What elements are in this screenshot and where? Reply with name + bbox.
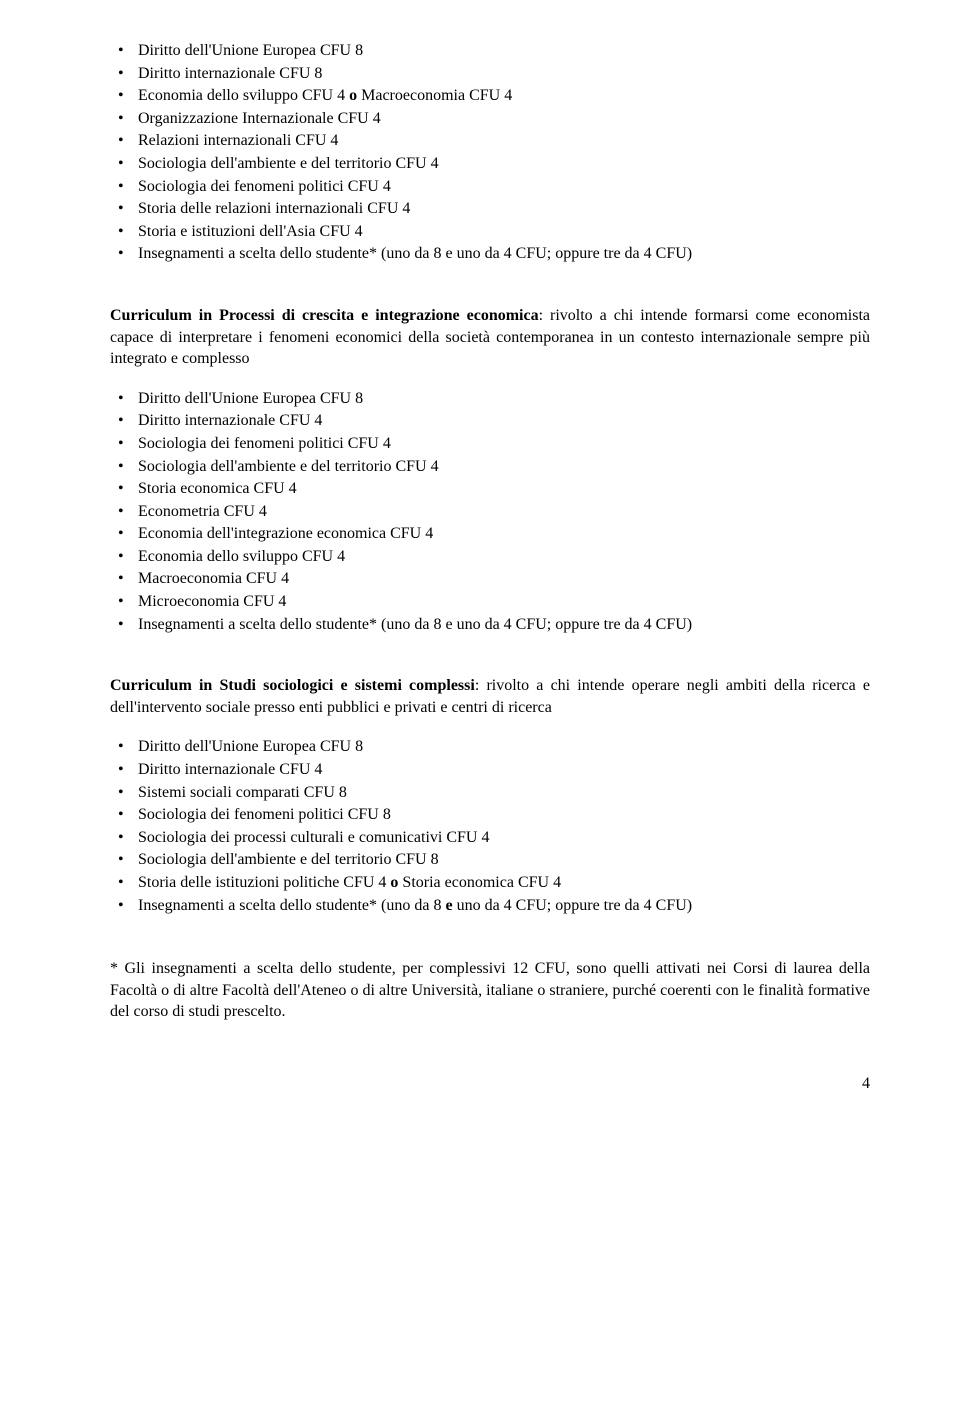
- list-item: Organizzazione Internazionale CFU 4: [110, 108, 870, 130]
- curriculum-2-title: Curriculum in Processi di crescita e int…: [110, 307, 539, 324]
- list-item: Microeconomia CFU 4: [110, 591, 870, 613]
- list-item: Sociologia dei processi culturali e comu…: [110, 827, 870, 849]
- curriculum-2-intro: Curriculum in Processi di crescita e int…: [110, 305, 870, 370]
- list-item: Insegnamenti a scelta dello studente* (u…: [110, 614, 870, 636]
- list-item: Sociologia dell'ambiente e del territori…: [110, 849, 870, 871]
- bold-connector: o: [390, 874, 398, 891]
- list-item: Storia delle relazioni internazionali CF…: [110, 198, 870, 220]
- list-item: Sociologia dell'ambiente e del territori…: [110, 456, 870, 478]
- list-item: Sociologia dei fenomeni politici CFU 8: [110, 804, 870, 826]
- curriculum-3-title: Curriculum in Studi sociologici e sistem…: [110, 677, 475, 694]
- course-list-3: Diritto dell'Unione Europea CFU 8Diritto…: [110, 736, 870, 916]
- list-item: Storia economica CFU 4: [110, 478, 870, 500]
- list-item: Relazioni internazionali CFU 4: [110, 130, 870, 152]
- list-item: Economia dell'integrazione economica CFU…: [110, 523, 870, 545]
- bold-connector: e: [445, 897, 452, 914]
- list-item: Storia delle istituzioni politiche CFU 4…: [110, 872, 870, 894]
- list-item: Econometria CFU 4: [110, 501, 870, 523]
- list-item: Diritto internazionale CFU 4: [110, 759, 870, 781]
- list-item: Insegnamenti a scelta dello studente* (u…: [110, 243, 870, 265]
- page-number: 4: [110, 1073, 870, 1095]
- list-item: Diritto dell'Unione Europea CFU 8: [110, 40, 870, 62]
- list-item: Diritto dell'Unione Europea CFU 8: [110, 736, 870, 758]
- list-item: Economia dello sviluppo CFU 4: [110, 546, 870, 568]
- list-item: Sistemi sociali comparati CFU 8: [110, 782, 870, 804]
- list-item: Macroeconomia CFU 4: [110, 568, 870, 590]
- course-list-2: Diritto dell'Unione Europea CFU 8Diritto…: [110, 388, 870, 636]
- footnote-text: * Gli insegnamenti a scelta dello studen…: [110, 958, 870, 1023]
- list-item: Diritto dell'Unione Europea CFU 8: [110, 388, 870, 410]
- list-item: Sociologia dell'ambiente e del territori…: [110, 153, 870, 175]
- list-item: Diritto internazionale CFU 4: [110, 410, 870, 432]
- list-item: Storia e istituzioni dell'Asia CFU 4: [110, 221, 870, 243]
- list-item: Diritto internazionale CFU 8: [110, 63, 870, 85]
- list-item: Insegnamenti a scelta dello studente* (u…: [110, 895, 870, 917]
- curriculum-3-intro: Curriculum in Studi sociologici e sistem…: [110, 675, 870, 718]
- list-item: Sociologia dei fenomeni politici CFU 4: [110, 433, 870, 455]
- list-item: Economia dello sviluppo CFU 4 o Macroeco…: [110, 85, 870, 107]
- bold-connector: o: [349, 87, 357, 104]
- list-item: Sociologia dei fenomeni politici CFU 4: [110, 176, 870, 198]
- course-list-1: Diritto dell'Unione Europea CFU 8Diritto…: [110, 40, 870, 265]
